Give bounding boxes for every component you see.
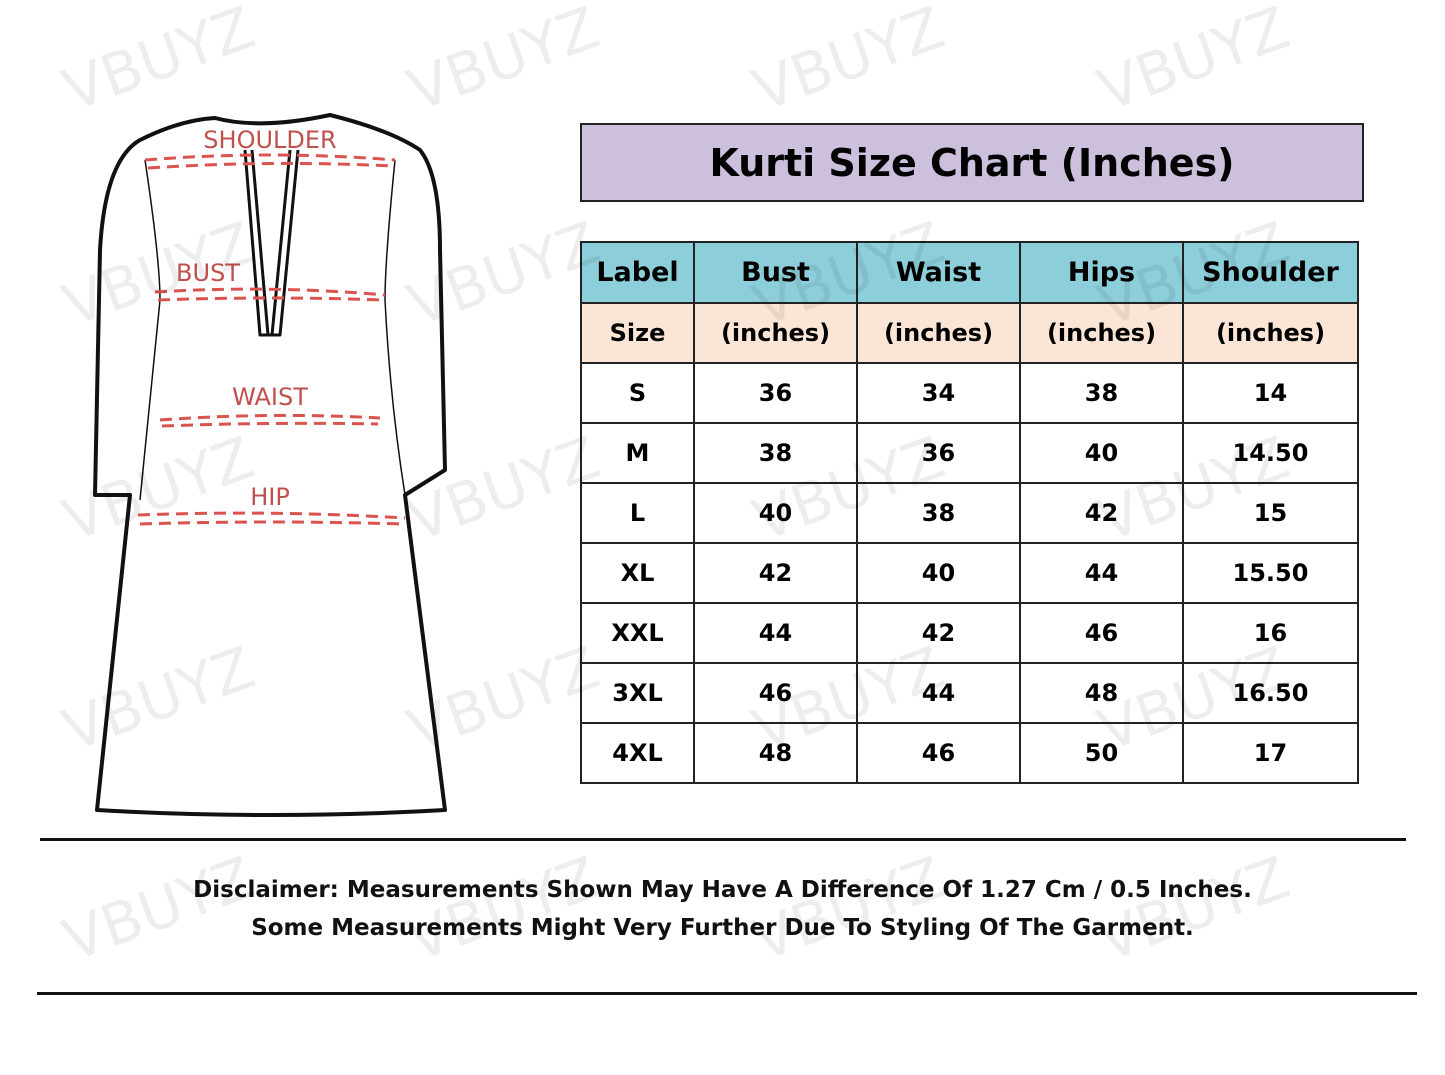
table-cell: M xyxy=(580,422,695,484)
table-cell: 48 xyxy=(693,722,858,784)
label-bust: BUST xyxy=(176,259,240,287)
table-cell: 38 xyxy=(693,422,858,484)
table-cell: 4XL xyxy=(580,722,695,784)
table-cell: 17 xyxy=(1182,722,1359,784)
kurti-outline xyxy=(93,113,447,817)
table-row: S 36 34 38 14 xyxy=(580,362,1359,424)
header-hips: Hips xyxy=(1019,241,1184,304)
table-cell: S xyxy=(580,362,695,424)
header-shoulder: Shoulder xyxy=(1182,241,1359,304)
header-bust: Bust xyxy=(693,241,858,304)
table-cell: 40 xyxy=(693,482,858,544)
table-cell: 38 xyxy=(1019,362,1184,424)
table-cell: 46 xyxy=(693,662,858,724)
table-cell: 40 xyxy=(1019,422,1184,484)
subheader-cell: (inches) xyxy=(856,302,1021,364)
table-cell: 50 xyxy=(1019,722,1184,784)
table-cell: 15 xyxy=(1182,482,1359,544)
table-row: 3XL 46 44 48 16.50 xyxy=(580,662,1359,724)
waist-line xyxy=(159,413,381,428)
label-shoulder: SHOULDER xyxy=(203,126,336,154)
size-table: Label Bust Waist Hips Shoulder Size (inc… xyxy=(580,241,1359,784)
watermark: VBUYZ xyxy=(1089,0,1298,125)
subheader-cell: (inches) xyxy=(693,302,858,364)
table-cell: 42 xyxy=(693,542,858,604)
watermark: VBUYZ xyxy=(744,843,953,975)
table-cell: 44 xyxy=(1019,542,1184,604)
kurti-placket xyxy=(243,149,300,337)
table-cell: 44 xyxy=(856,662,1021,724)
kurti-armhole-left xyxy=(139,159,161,501)
table-cell: 42 xyxy=(856,602,1021,664)
table-cell: 48 xyxy=(1019,662,1184,724)
chart-title: Kurti Size Chart (Inches) xyxy=(580,123,1364,202)
divider-top xyxy=(40,838,1406,841)
table-row: XL 42 40 44 15.50 xyxy=(580,542,1359,604)
table-row: XXL 44 42 46 16 xyxy=(580,602,1359,664)
table-row: 4XL 48 46 50 17 xyxy=(580,722,1359,784)
table-cell: 15.50 xyxy=(1182,542,1359,604)
table-cell: 16 xyxy=(1182,602,1359,664)
table-cell: 16.50 xyxy=(1182,662,1359,724)
header-label: Label xyxy=(580,241,695,304)
table-cell: 42 xyxy=(1019,482,1184,544)
subheader-cell: (inches) xyxy=(1019,302,1184,364)
table-row: M 38 36 40 14.50 xyxy=(580,422,1359,484)
table-cell: 36 xyxy=(693,362,858,424)
watermark: VBUYZ xyxy=(744,0,953,125)
hip-line xyxy=(137,511,406,526)
label-hip: HIP xyxy=(250,483,290,511)
table-header-row: Label Bust Waist Hips Shoulder xyxy=(580,241,1359,304)
watermark: VBUYZ xyxy=(399,843,608,975)
table-cell: 34 xyxy=(856,362,1021,424)
divider-bottom xyxy=(37,992,1417,995)
table-cell: L xyxy=(580,482,695,544)
table-cell: 44 xyxy=(693,602,858,664)
kurti-armhole-right xyxy=(384,159,406,496)
kurti-diagram: SHOULDER BUST WAIST HIP xyxy=(93,113,447,817)
table-cell: 14.50 xyxy=(1182,422,1359,484)
table-cell: 36 xyxy=(856,422,1021,484)
table-cell: 46 xyxy=(1019,602,1184,664)
shoulder-line xyxy=(144,153,396,170)
table-row: L 40 38 42 15 xyxy=(580,482,1359,544)
table-cell: 40 xyxy=(856,542,1021,604)
watermark: VBUYZ xyxy=(1089,843,1298,975)
table-cell: 3XL xyxy=(580,662,695,724)
table-cell: 46 xyxy=(856,722,1021,784)
table-cell: XXL xyxy=(580,602,695,664)
table-cell: 38 xyxy=(856,482,1021,544)
bust-line xyxy=(154,287,386,302)
disclaimer-line-2: Some Measurements Might Very Further Due… xyxy=(251,915,1194,941)
table-cell: 14 xyxy=(1182,362,1359,424)
disclaimer-line-1: Disclaimer: Measurements Shown May Have … xyxy=(193,877,1252,903)
label-waist: WAIST xyxy=(232,383,308,411)
watermark: VBUYZ xyxy=(54,843,263,975)
table-cell: XL xyxy=(580,542,695,604)
header-waist: Waist xyxy=(856,241,1021,304)
table-subheader-row: Size (inches) (inches) (inches) (inches) xyxy=(580,302,1359,364)
subheader-cell: Size xyxy=(580,302,695,364)
subheader-cell: (inches) xyxy=(1182,302,1359,364)
